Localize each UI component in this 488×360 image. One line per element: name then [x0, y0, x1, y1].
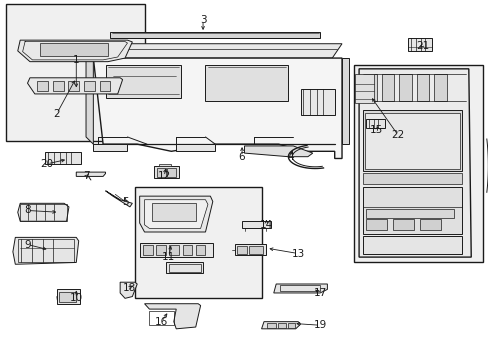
Bar — [154, 166, 178, 178]
Text: 16: 16 — [155, 317, 168, 327]
Polygon shape — [244, 146, 312, 157]
Text: 4: 4 — [287, 152, 294, 162]
Bar — [392, 220, 413, 230]
Bar — [249, 246, 263, 254]
Bar — [53, 81, 63, 91]
Polygon shape — [273, 284, 327, 293]
Bar — [149, 311, 173, 325]
Bar — [59, 292, 76, 302]
Bar — [195, 245, 205, 255]
Bar — [68, 81, 79, 91]
Bar — [407, 39, 431, 51]
Bar — [365, 113, 459, 169]
Bar — [362, 173, 462, 184]
Text: 7: 7 — [82, 171, 89, 181]
Bar — [237, 246, 246, 254]
Bar — [110, 32, 320, 39]
Polygon shape — [93, 58, 341, 158]
Polygon shape — [93, 144, 127, 151]
Text: 5: 5 — [122, 197, 128, 207]
Text: 3: 3 — [199, 15, 206, 26]
Text: 12: 12 — [157, 171, 170, 181]
Text: 20: 20 — [41, 159, 54, 169]
Bar — [366, 220, 386, 230]
Bar — [156, 245, 165, 255]
Text: 8: 8 — [24, 206, 31, 216]
Bar — [362, 110, 462, 171]
Text: 22: 22 — [391, 130, 404, 140]
Bar — [40, 43, 108, 55]
Text: 21: 21 — [415, 41, 428, 50]
Polygon shape — [27, 78, 122, 94]
Polygon shape — [144, 304, 200, 329]
Text: 13: 13 — [291, 248, 304, 258]
Bar — [366, 209, 453, 218]
Bar — [159, 163, 171, 166]
Polygon shape — [13, 237, 79, 264]
Bar — [433, 74, 446, 101]
Text: 9: 9 — [24, 239, 31, 249]
Bar — [169, 245, 179, 255]
Bar — [398, 74, 411, 101]
Bar — [168, 264, 200, 272]
Bar — [167, 168, 176, 177]
Polygon shape — [93, 44, 341, 58]
Polygon shape — [76, 172, 105, 176]
Bar — [362, 235, 462, 253]
Bar — [362, 187, 462, 234]
Text: 10: 10 — [70, 293, 82, 303]
Polygon shape — [140, 196, 212, 232]
Bar — [234, 244, 266, 255]
Bar — [363, 74, 376, 101]
Bar — [354, 74, 373, 103]
Bar — [300, 89, 334, 116]
Bar — [100, 81, 110, 91]
Polygon shape — [341, 58, 348, 144]
Bar — [57, 289, 80, 304]
Polygon shape — [120, 282, 137, 298]
Text: 11: 11 — [162, 252, 175, 262]
Bar — [266, 323, 275, 328]
Bar — [84, 81, 95, 91]
Polygon shape — [358, 69, 470, 257]
Polygon shape — [176, 144, 215, 151]
Bar — [105, 65, 181, 98]
Bar — [20, 204, 66, 221]
Bar — [18, 239, 74, 262]
Bar — [288, 323, 295, 328]
Bar — [5, 4, 144, 140]
Bar — [416, 74, 428, 101]
Bar — [419, 220, 440, 230]
Polygon shape — [18, 203, 69, 221]
Bar — [143, 245, 153, 255]
Text: 6: 6 — [238, 152, 245, 162]
Bar — [37, 81, 48, 91]
Text: 17: 17 — [313, 288, 326, 298]
Polygon shape — [105, 191, 132, 207]
Polygon shape — [18, 40, 132, 62]
Bar — [140, 243, 212, 257]
Bar — [182, 245, 192, 255]
Bar — [152, 203, 195, 221]
Text: 1: 1 — [73, 55, 80, 65]
Text: 2: 2 — [53, 109, 60, 119]
Text: 14: 14 — [259, 220, 272, 230]
Bar — [353, 65, 483, 262]
Bar — [277, 323, 286, 328]
Bar — [44, 152, 81, 164]
Bar — [381, 74, 393, 101]
Polygon shape — [144, 200, 207, 228]
Bar — [135, 187, 261, 298]
Bar — [157, 168, 165, 177]
Bar — [166, 262, 203, 273]
Text: 15: 15 — [369, 125, 382, 135]
Bar — [242, 221, 271, 228]
Polygon shape — [86, 58, 93, 144]
Polygon shape — [261, 321, 300, 329]
Bar — [279, 285, 319, 291]
Text: 19: 19 — [313, 320, 326, 330]
Bar — [205, 65, 288, 101]
Text: 18: 18 — [123, 283, 136, 293]
Bar — [366, 119, 384, 128]
